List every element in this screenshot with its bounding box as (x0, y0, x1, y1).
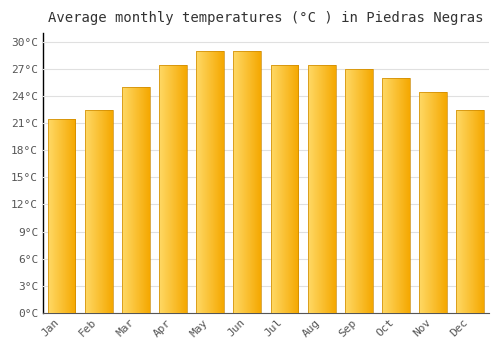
Bar (308, 65, 336, 313)
Bar (159, 65, 187, 313)
Title: Average monthly temperatures (°C ) in Piedras Negras: Average monthly temperatures (°C ) in Pi… (48, 11, 484, 25)
Bar (122, 87, 150, 313)
Bar (456, 110, 484, 313)
Bar (345, 69, 373, 313)
Bar (234, 51, 262, 313)
Bar (382, 78, 410, 313)
Bar (85, 110, 112, 313)
Bar (196, 51, 224, 313)
Bar (419, 92, 447, 313)
Bar (48, 119, 76, 313)
Bar (270, 65, 298, 313)
